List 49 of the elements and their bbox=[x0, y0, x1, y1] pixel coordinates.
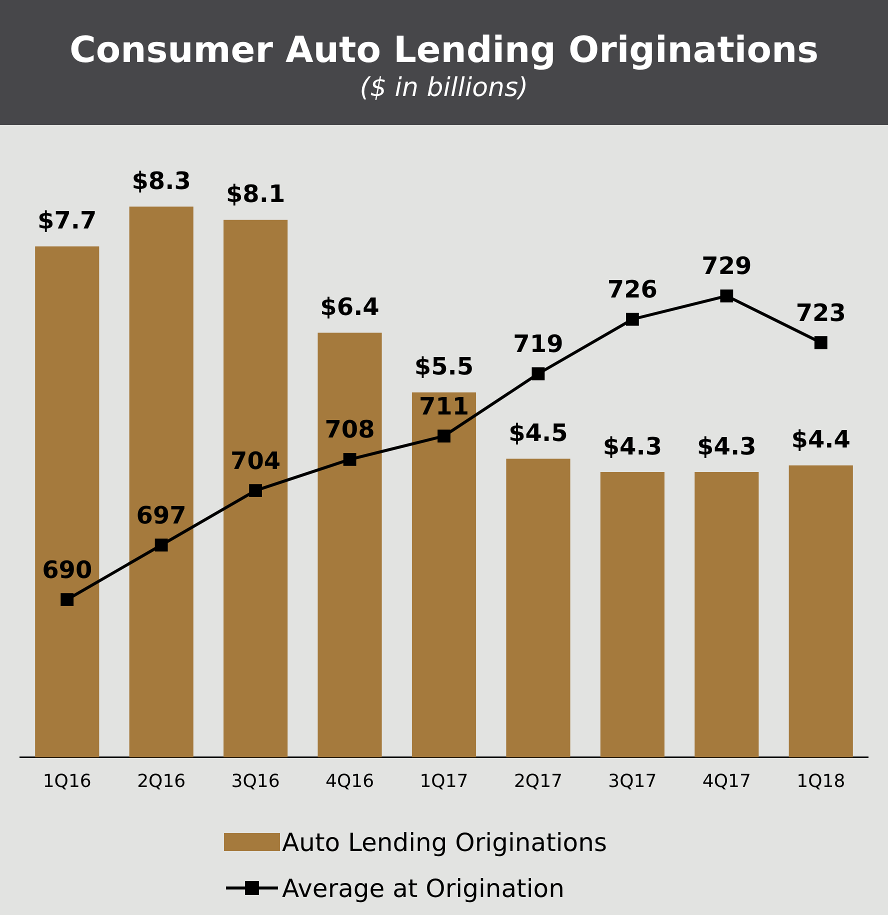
bar bbox=[506, 458, 570, 758]
bar bbox=[224, 220, 288, 758]
bar bbox=[412, 392, 476, 758]
point bbox=[814, 336, 828, 350]
x-tick-label: 4Q16 bbox=[326, 770, 374, 792]
data-label: $4.3 bbox=[602, 432, 662, 460]
legend-label: Average at Origination bbox=[282, 874, 564, 902]
data-label: 690 bbox=[42, 556, 92, 584]
data-label: $8.1 bbox=[226, 180, 286, 208]
chart-subtitle: ($ in billions) bbox=[358, 73, 530, 103]
x-tick-label: 3Q16 bbox=[231, 770, 280, 792]
data-label: 704 bbox=[230, 446, 281, 475]
bar bbox=[318, 332, 382, 758]
data-label: $4.3 bbox=[697, 432, 756, 460]
x-tick-label: 1Q16 bbox=[42, 770, 92, 792]
data-label: 726 bbox=[607, 276, 658, 304]
bar bbox=[788, 465, 853, 758]
x-tick-label: 3Q17 bbox=[608, 770, 657, 792]
point bbox=[60, 593, 74, 606]
point bbox=[154, 538, 168, 552]
data-label: $8.3 bbox=[132, 166, 191, 195]
data-label: 697 bbox=[136, 501, 186, 530]
bar bbox=[35, 246, 100, 758]
x-tick-label: 2Q17 bbox=[514, 770, 562, 792]
chart-title: Consumer Auto Lending Originations bbox=[68, 30, 820, 71]
x-tick-label: 1Q18 bbox=[796, 770, 846, 792]
data-label: $5.5 bbox=[414, 352, 474, 381]
point bbox=[720, 289, 734, 302]
legend-label: Auto Lending Originations bbox=[282, 828, 607, 856]
data-label: $6.4 bbox=[320, 292, 380, 321]
data-label: 711 bbox=[418, 392, 470, 420]
point bbox=[532, 367, 545, 380]
point bbox=[249, 484, 262, 497]
x-tick-label: 2Q16 bbox=[137, 770, 186, 792]
data-label: $4.5 bbox=[508, 419, 568, 448]
bar bbox=[129, 206, 194, 758]
data-label: $7.7 bbox=[38, 206, 97, 235]
x-tick-label: 1Q17 bbox=[420, 770, 468, 792]
point bbox=[343, 452, 356, 466]
data-label: $4.4 bbox=[791, 426, 850, 454]
x-tick-label: 4Q17 bbox=[702, 770, 751, 792]
bar bbox=[694, 472, 759, 758]
data-label: 719 bbox=[513, 330, 564, 358]
data-label: 729 bbox=[702, 252, 752, 280]
data-label: 708 bbox=[324, 416, 375, 444]
point bbox=[438, 430, 450, 442]
bar bbox=[600, 472, 664, 758]
point bbox=[626, 312, 639, 326]
data-label: 723 bbox=[796, 298, 846, 327]
